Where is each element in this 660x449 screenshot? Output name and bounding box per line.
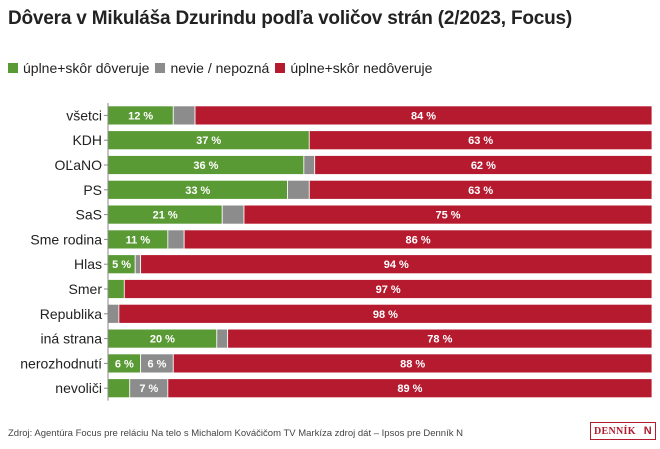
data-label: 62 % — [471, 160, 496, 172]
bar-segment — [287, 179, 310, 200]
bar-segment — [308, 130, 653, 151]
data-label: 97 % — [376, 284, 401, 296]
bar-segment — [134, 254, 142, 275]
category-label: Republika — [40, 306, 102, 322]
data-label: 12 % — [128, 110, 153, 122]
data-label: 33 % — [185, 185, 210, 197]
legend-item-distrust: úplne+skôr nedôveruje — [275, 60, 432, 76]
bar-segment — [107, 279, 125, 299]
legend-swatch-trust — [8, 63, 18, 73]
source-note: Zdroj: Agentúra Focus pre reláciu Na tel… — [8, 428, 463, 439]
data-label: 84 % — [411, 110, 436, 122]
logo-text: DENNÍK — [594, 425, 636, 437]
data-label: 11 % — [126, 234, 151, 246]
data-label: 75 % — [435, 210, 460, 222]
data-label: 89 % — [397, 383, 422, 395]
data-label: 78 % — [427, 334, 452, 346]
legend-label-distrust: úplne+skôr nedôveruje — [290, 60, 433, 76]
dennik-n-logo: DENNÍK N — [590, 422, 656, 440]
chart-legend: úplne+skôr dôveruje nevie / nepozná úpln… — [8, 60, 438, 76]
logo-mark: N — [643, 425, 652, 437]
category-label: iná strana — [41, 331, 103, 347]
category-label: všetci — [66, 107, 102, 123]
bar-segment — [107, 303, 120, 324]
legend-swatch-unknown — [155, 63, 166, 73]
data-label: 37 % — [196, 135, 221, 147]
data-label: 88 % — [400, 358, 425, 370]
bar-segment — [167, 229, 185, 250]
bar-segment — [140, 254, 653, 275]
category-label: Hlas — [74, 256, 102, 272]
category-label: KDH — [72, 132, 102, 148]
bar-segment — [221, 204, 245, 225]
category-label: PS — [83, 182, 102, 198]
category-label: nerozhodnutí — [20, 355, 102, 371]
bar-segment — [118, 303, 653, 324]
bar-segment — [123, 279, 653, 299]
bar-segment — [314, 155, 653, 175]
bar-segment — [194, 105, 653, 126]
data-label: 20 % — [150, 334, 175, 346]
bar-segment — [107, 378, 131, 399]
category-label: Sme rodina — [30, 231, 102, 247]
bar-segment — [172, 353, 653, 374]
legend-label-trust: úplne+skôr dôveruje — [23, 60, 150, 76]
bar-segment — [243, 204, 653, 225]
chart-title: Dôvera v Mikuláša Dzurindu podľa voličov… — [8, 8, 573, 29]
category-label: SaS — [76, 207, 102, 223]
legend-item-trust: úplne+skôr dôveruje — [8, 60, 149, 76]
bar-segment — [172, 105, 196, 126]
legend-swatch-distrust — [275, 63, 286, 73]
data-label: 5 % — [112, 259, 131, 271]
data-label: 6 % — [115, 358, 134, 370]
bar-segment — [308, 179, 653, 200]
category-label: Smer — [69, 281, 103, 297]
bar-segment — [227, 328, 653, 349]
data-label: 63 % — [468, 185, 493, 197]
bar-segment — [167, 378, 653, 399]
data-label: 6 % — [147, 358, 166, 370]
bar-segment — [183, 229, 653, 250]
data-label: 86 % — [406, 234, 431, 246]
category-label: OĽaNO — [55, 157, 103, 173]
data-label: 21 % — [153, 210, 178, 222]
category-label: nevoliči — [55, 380, 102, 396]
data-label: 36 % — [193, 160, 218, 172]
legend-label-unknown: nevie / nepozná — [170, 60, 270, 76]
data-label: 98 % — [373, 309, 398, 321]
data-label: 7 % — [139, 383, 158, 395]
data-label: 94 % — [384, 259, 409, 271]
bar-segment — [216, 328, 229, 349]
bar-segment — [303, 155, 316, 175]
legend-item-unknown: nevie / nepozná — [155, 60, 269, 76]
data-label: 63 % — [468, 135, 493, 147]
